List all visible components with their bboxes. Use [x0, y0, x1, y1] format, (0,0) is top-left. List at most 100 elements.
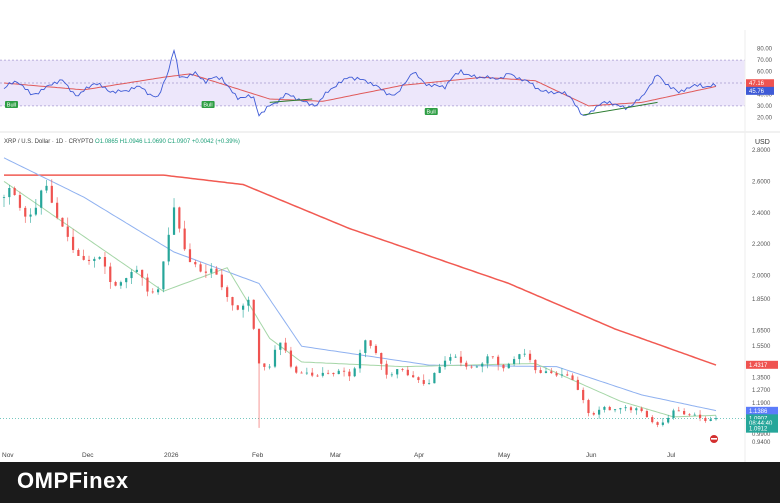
candle-body: [178, 207, 181, 229]
candle-body: [497, 356, 500, 365]
candle-body: [50, 185, 53, 203]
time-axis-label: Jul: [667, 452, 676, 459]
candle-body: [369, 340, 372, 346]
candle-body: [374, 345, 378, 353]
candle-body: [523, 353, 526, 355]
price-axis-tick: 1.8500: [752, 297, 771, 303]
candle-body: [491, 356, 494, 358]
candle-body: [289, 350, 293, 367]
candle-body: [688, 414, 691, 416]
price-axis-tick: 2.0000: [752, 274, 771, 280]
price-value-label: 08:44:40: [749, 421, 773, 427]
rsi-value-label: 47.16: [749, 81, 765, 87]
candle-body: [427, 383, 431, 385]
candle-body: [18, 195, 22, 208]
price-axis-tick: 0.9400: [752, 440, 771, 446]
time-axis-label: May: [498, 452, 511, 459]
candle-body: [661, 422, 664, 425]
ma-short-line: [3, 180, 717, 418]
candle-body: [247, 299, 250, 306]
candle-body: [390, 374, 393, 376]
time-axis-label: Jun: [586, 452, 597, 459]
rsi-ma-line: [3, 73, 717, 107]
candle-body: [348, 371, 351, 377]
candle-body: [13, 187, 16, 196]
candle-body: [188, 249, 192, 263]
candle-body: [316, 375, 319, 377]
candle-body: [683, 410, 686, 415]
candle-body: [162, 261, 165, 290]
candle-body: [417, 377, 420, 381]
rsi-axis-tick: 60.00: [757, 70, 773, 76]
price-axis-tick: 2.8000: [752, 148, 771, 154]
candle-body: [29, 214, 32, 217]
candle-body: [481, 363, 484, 367]
brand-logo: OMPFinex: [17, 468, 129, 493]
footer-bar: OMPFinex: [0, 462, 780, 503]
candle-body: [651, 417, 654, 423]
price-value-tag: [746, 414, 778, 423]
candle-body: [56, 202, 59, 218]
candle-body: [459, 356, 463, 363]
rsi-line: [3, 48, 717, 117]
rsi-axis-tick: 70.00: [757, 58, 773, 64]
candle-body: [77, 249, 80, 256]
candle-body: [263, 363, 266, 367]
candle-body: [470, 366, 473, 368]
candle-body: [640, 408, 643, 412]
candle-body: [273, 349, 277, 367]
bull-badge-label: Bull: [203, 102, 212, 108]
candle-body: [592, 413, 595, 415]
candle-body: [672, 410, 675, 418]
open-value: O1.0865: [95, 139, 119, 145]
candle-body: [396, 369, 399, 375]
price-axis-tick: 1.3500: [752, 376, 771, 382]
candle-body: [667, 417, 670, 423]
candle-body: [98, 257, 101, 259]
candle-body: [539, 370, 542, 373]
candle-body: [544, 371, 548, 373]
candle-body: [71, 236, 75, 250]
time-axis-label: Feb: [252, 452, 264, 459]
candle-body: [93, 258, 96, 261]
bull-badge: [424, 108, 438, 115]
price-axis-tick: 2.6000: [752, 179, 771, 185]
symbol-label: XRP / U.S. Dollar · 1D · CRYPTO: [4, 139, 94, 145]
rsi-value-tag: [746, 79, 774, 88]
candle-body: [714, 418, 718, 420]
candle-body: [103, 257, 107, 267]
bull-divergence-line: [583, 101, 658, 116]
bull-divergence-line: [269, 98, 313, 103]
candle-body: [215, 268, 218, 275]
candle-body: [8, 187, 11, 198]
candle-body: [300, 372, 303, 374]
candle-body: [422, 380, 425, 384]
rsi-axis-tick: 30.00: [757, 104, 773, 110]
candle-body: [698, 414, 702, 418]
event-flag-stripe: [711, 438, 717, 440]
candle-body: [587, 400, 590, 414]
price-value-tag: [746, 419, 778, 428]
bull-badge-label: Bull: [427, 109, 436, 115]
candle-body: [66, 226, 69, 237]
candle-body: [433, 372, 436, 384]
candle-body: [518, 354, 521, 360]
time-axis-label: Mar: [330, 452, 342, 459]
candle-body: [82, 255, 85, 260]
candle-body: [443, 360, 447, 367]
candle-body: [385, 363, 388, 375]
candle-body: [321, 372, 324, 376]
candle-body: [645, 411, 649, 418]
candle-body: [305, 372, 308, 374]
candle-body: [560, 374, 564, 376]
price-value-tag: [746, 424, 778, 433]
candle-body: [151, 291, 154, 293]
chart-canvas[interactable]: 80.0070.0060.0050.0040.0030.0020.00BullB…: [0, 0, 780, 462]
candle-body: [656, 422, 659, 425]
candle-body: [284, 342, 287, 351]
candle-body: [502, 364, 505, 369]
time-axis-label: Dec: [82, 452, 94, 459]
candle-body: [167, 234, 170, 262]
candle-body: [364, 340, 367, 353]
